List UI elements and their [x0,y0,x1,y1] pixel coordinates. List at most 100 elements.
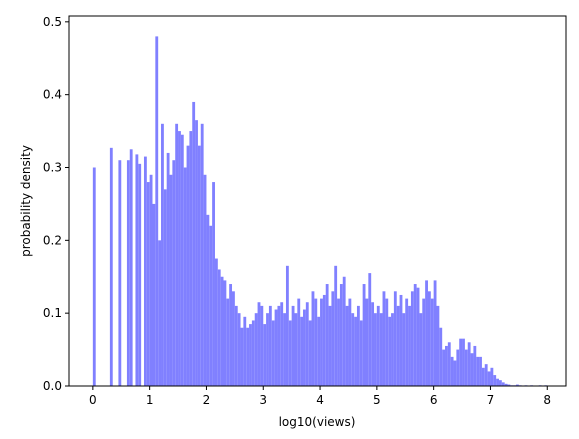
bar [464,349,468,386]
bar [399,294,403,386]
bar [473,345,477,386]
y-tick-label: 0.0 [43,379,62,393]
bar [456,349,460,386]
bar [109,147,113,386]
bar [220,276,224,386]
bar [305,302,309,386]
bar [481,367,485,386]
bar [263,324,267,386]
bar [192,101,196,386]
bar [277,305,281,386]
bar [183,167,187,386]
bar [169,174,173,386]
bar [129,149,133,386]
bar [382,291,386,386]
x-tick-label: 1 [146,393,154,407]
bar [453,360,457,386]
bar [410,291,414,386]
bar [138,163,142,386]
bar [374,313,377,386]
bar [479,356,482,386]
bar [342,276,346,386]
bar [189,131,193,386]
bar [504,383,508,386]
bar [155,36,159,386]
bar [143,156,147,386]
bar [291,305,295,386]
bar [161,123,164,386]
bar [249,324,252,386]
bar [294,313,298,386]
bar [297,298,301,386]
bar [149,174,153,386]
bar [368,273,372,386]
bar [200,123,204,386]
bar [274,309,278,386]
bar [300,316,304,386]
bar [322,294,326,386]
bar [425,280,428,386]
bar [232,291,235,386]
bar [379,313,383,386]
bar [246,327,250,386]
bar [118,160,122,386]
bar [419,313,423,386]
bar [206,214,210,386]
bar [260,305,264,386]
bar [393,291,397,386]
bar [490,367,494,386]
bar [308,320,312,386]
x-tick-label: 6 [430,393,438,407]
bar [416,287,420,386]
bar [331,291,335,386]
bar [445,345,448,386]
y-tick-label: 0.1 [43,306,62,320]
bar [195,120,198,387]
y-tick-label: 0.4 [43,88,62,102]
bar [493,375,497,386]
bar [388,316,392,386]
bar [447,342,451,386]
bar [442,349,446,386]
bar [146,182,150,386]
bar [303,309,306,386]
x-tick-label: 2 [203,393,211,407]
bar [365,298,369,386]
bar [163,189,167,386]
bar [337,298,340,386]
x-tick-label: 4 [316,393,324,407]
x-tick-label: 5 [373,393,381,407]
x-tick-label: 7 [487,393,495,407]
bar [467,342,471,386]
bar [92,167,96,386]
bar [396,305,400,386]
bar [212,182,215,386]
bar [430,298,434,386]
bar [254,313,258,386]
bar [413,284,417,386]
bar [470,353,474,386]
bar [152,203,156,386]
bar [240,327,244,386]
bar [339,284,343,386]
bar [498,380,502,386]
x-tick-label: 3 [259,393,267,407]
bar [433,280,437,386]
bar [166,152,170,386]
bar [214,258,218,386]
bar [436,305,440,386]
bar [402,313,406,386]
bar [356,305,360,386]
plot-frame [68,15,567,387]
bar [516,384,519,386]
bar [501,382,505,386]
bar [126,160,130,386]
bar [158,240,162,386]
y-axis-label: probability density [19,145,33,257]
bar [462,338,465,386]
bar [217,269,221,386]
bar [311,291,315,386]
bar [345,305,349,386]
bar [314,298,318,386]
